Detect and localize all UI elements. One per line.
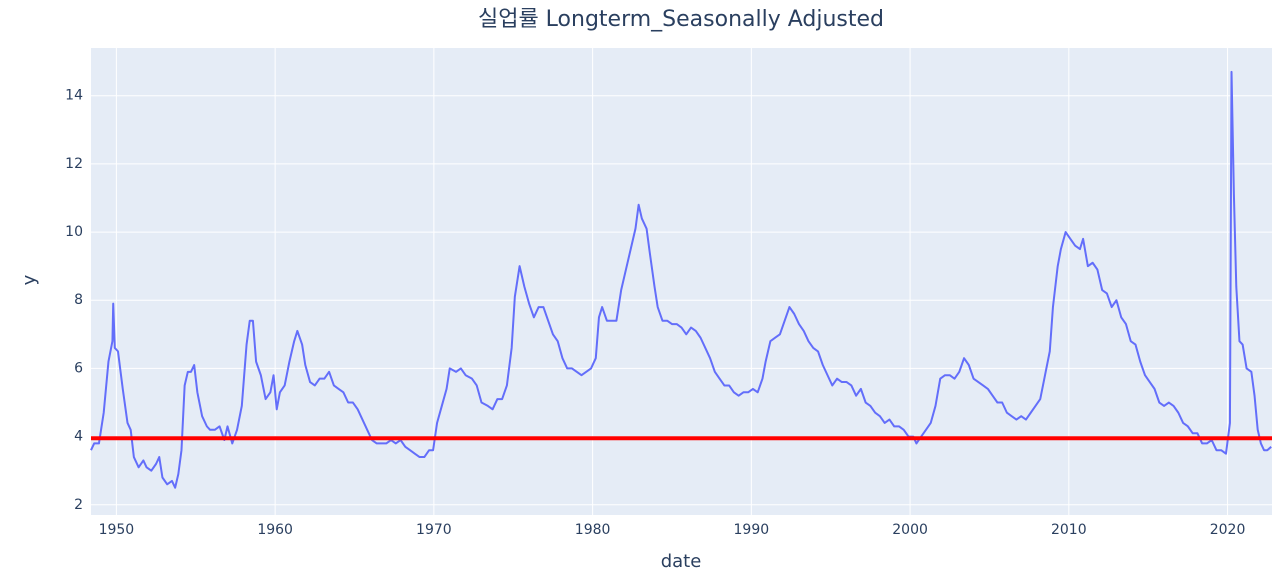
y-tick-label: 4 [74,429,83,445]
plot-area [91,48,1272,515]
x-tick-label: 1970 [416,522,452,538]
x-tick-label: 2020 [1210,522,1246,538]
chart-title: 실업률 Longterm_Seasonally Adjusted [478,7,884,32]
y-axis-title: y [19,274,40,285]
y-tick-label: 14 [65,88,83,104]
x-tick-label: 1990 [734,522,770,538]
y-tick-label: 8 [74,292,83,308]
y-tick-label: 10 [65,224,83,240]
x-tick-label: 2010 [1051,522,1087,538]
y-tick-label: 6 [74,360,83,376]
data-line [90,70,1272,489]
x-tick-label: 1960 [257,522,293,538]
x-axis-title: date [661,551,702,572]
y-tick-label: 2 [74,497,83,513]
x-tick-label: 2000 [892,522,928,538]
x-tick-label: 1980 [575,522,611,538]
x-tick-label: 1950 [99,522,135,538]
y-tick-label: 12 [65,156,83,172]
